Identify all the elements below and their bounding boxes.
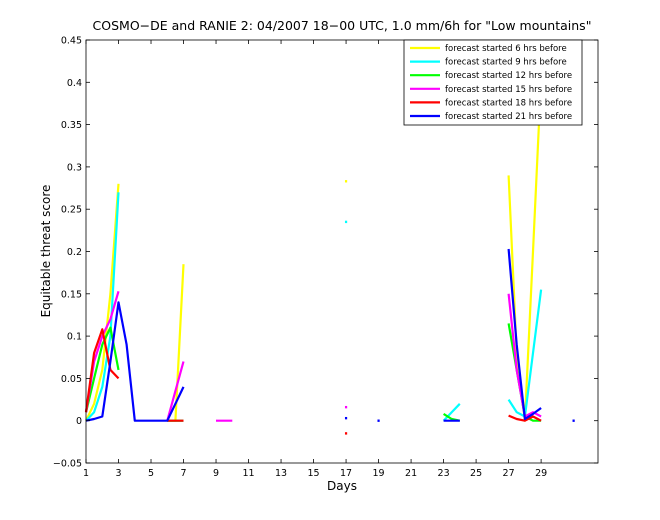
chart-title: COSMO−DE and RANIE 2: 04/2007 18−00 UTC,… [93, 18, 592, 33]
y-tick-label: 0.25 [61, 205, 82, 216]
legend-box [403, 39, 583, 126]
y-tick-label: −0.05 [53, 459, 82, 470]
legend: forecast started 6 hrs before forecast st… [403, 39, 583, 126]
y-tick-label: 0.35 [61, 120, 82, 131]
x-tick-label: 5 [148, 468, 154, 479]
x-tick-label: 3 [115, 468, 121, 479]
x-axis-label: Days [327, 479, 357, 493]
legend-label: forecast started 6 hrs before [445, 44, 567, 54]
y-tick-label: 0.4 [67, 78, 82, 89]
x-tick-label: 25 [470, 468, 482, 479]
x-tick-label: 11 [242, 468, 254, 479]
series-layer [84, 78, 575, 435]
x-tick-label: 27 [503, 468, 515, 479]
x-tick-label: 7 [181, 468, 187, 479]
series-line [85, 192, 120, 422]
x-tick-label: 29 [535, 468, 547, 479]
legend-label: forecast started 9 hrs before [445, 58, 567, 68]
y-tick-label: 0.15 [61, 289, 82, 300]
series-group [85, 248, 575, 422]
legend-label: forecast started 18 hrs before [445, 98, 572, 108]
x-tick-label: 17 [340, 468, 352, 479]
legend-label: forecast started 21 hrs before [445, 112, 572, 122]
series-line [508, 414, 542, 422]
series-line [507, 248, 542, 421]
series-group [84, 328, 542, 435]
y-tick-label: 0.45 [61, 36, 82, 47]
x-tick-label: 19 [373, 468, 385, 479]
y-tick-label: 0.3 [67, 162, 82, 173]
x-tick-label: 21 [405, 468, 417, 479]
x-tick-label: 9 [213, 468, 219, 479]
x-tick-label: 23 [438, 468, 450, 479]
x-tick-label: 1 [83, 468, 89, 479]
series-line [85, 183, 120, 422]
y-tick-label: 0.1 [67, 332, 82, 343]
y-axis-label: Equitable threat score [39, 185, 53, 318]
y-tick-label: 0.05 [61, 374, 82, 385]
x-tick-label: 15 [308, 468, 320, 479]
series-line [84, 328, 120, 413]
axis-layer: 1 3 5 7 9 11 13 15 17 19 21 23 25 27 29−0.0500.050.10.… [53, 36, 598, 479]
y-tick-label: 0 [76, 416, 82, 427]
y-tick-label: 0.2 [67, 247, 82, 258]
series-line [166, 361, 185, 421]
legend-label: forecast started 12 hrs before [445, 71, 572, 81]
x-tick-label: 13 [275, 468, 287, 479]
legend-items: forecast started 6 hrs before forecast st… [410, 44, 572, 122]
legend-label: forecast started 15 hrs before [445, 85, 572, 95]
series-line [85, 301, 185, 422]
series-line [442, 403, 461, 422]
